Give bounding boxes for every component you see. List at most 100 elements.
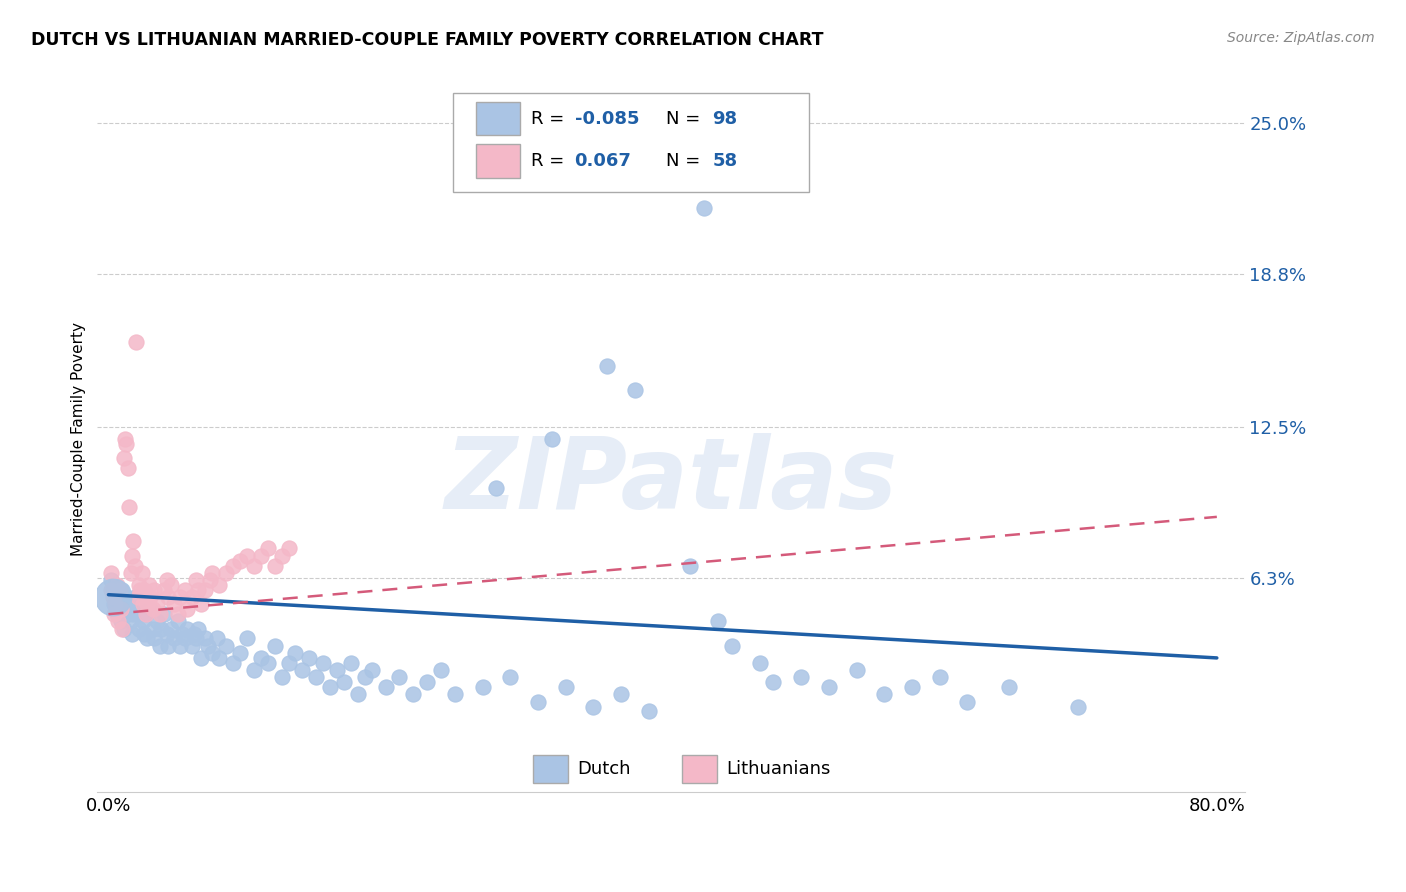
Point [134, 626, 156, 640]
Point [1067, 699, 1090, 714]
Point [166, 615, 188, 629]
Point [128, 622, 150, 636]
Point [215, 566, 238, 580]
Point [256, 541, 278, 556]
Point [110, 602, 132, 616]
Point [222, 656, 245, 670]
Point [112, 451, 135, 466]
Text: Dutch: Dutch [576, 760, 630, 778]
Point [129, 607, 152, 622]
Point [162, 632, 184, 646]
Point [176, 602, 198, 616]
Point [201, 646, 224, 660]
Point [298, 651, 321, 665]
Point [928, 670, 950, 684]
Point [190, 651, 212, 665]
Point [117, 461, 139, 475]
Point [637, 705, 659, 719]
Text: N =: N = [666, 110, 706, 128]
Point [184, 573, 207, 587]
Point [998, 680, 1021, 694]
Point [117, 607, 139, 622]
Point [156, 573, 179, 587]
Point [430, 663, 453, 677]
Point [114, 432, 136, 446]
Point [388, 670, 411, 684]
Point [135, 607, 157, 622]
Point [121, 626, 143, 640]
Point [128, 578, 150, 592]
Point [138, 578, 160, 592]
Point [183, 626, 205, 640]
Point [790, 670, 813, 684]
Point [136, 632, 159, 646]
Point [229, 646, 252, 660]
Point [250, 651, 273, 665]
Point [360, 663, 382, 677]
Point [169, 590, 191, 604]
Point [416, 675, 439, 690]
Point [124, 590, 146, 604]
Point [121, 549, 143, 563]
Point [101, 590, 124, 604]
Point [173, 632, 195, 646]
Point [143, 582, 166, 597]
Point [190, 598, 212, 612]
Text: 58: 58 [713, 152, 737, 169]
Point [112, 622, 135, 636]
Point [103, 607, 125, 622]
Point [194, 632, 217, 646]
Point [101, 590, 124, 604]
Point [229, 554, 252, 568]
Point [115, 437, 138, 451]
Point [153, 607, 176, 622]
Point [111, 622, 134, 636]
Point [205, 632, 228, 646]
Point [120, 615, 142, 629]
Point [762, 675, 785, 690]
Point [222, 558, 245, 573]
Point [198, 573, 221, 587]
Point [180, 590, 202, 604]
Point [139, 602, 162, 616]
FancyBboxPatch shape [533, 755, 568, 783]
Point [143, 632, 166, 646]
Y-axis label: Married-Couple Family Poverty: Married-Couple Family Poverty [72, 322, 86, 556]
Point [374, 680, 396, 694]
Point [149, 639, 172, 653]
Point [291, 663, 314, 677]
Point [873, 687, 896, 701]
Point [124, 558, 146, 573]
Point [173, 582, 195, 597]
Point [166, 607, 188, 622]
Point [100, 582, 122, 597]
Point [187, 622, 209, 636]
Point [215, 639, 238, 653]
Point [197, 639, 219, 653]
Point [305, 670, 328, 684]
Point [277, 656, 299, 670]
Point [122, 534, 145, 549]
Text: R =: R = [531, 152, 575, 169]
Point [208, 578, 231, 592]
Point [270, 549, 292, 563]
Point [122, 607, 145, 622]
Point [499, 670, 522, 684]
Point [100, 573, 122, 587]
Point [471, 680, 494, 694]
Point [132, 598, 155, 612]
Point [114, 602, 136, 616]
Point [956, 695, 979, 709]
Point [901, 680, 924, 694]
Point [118, 598, 141, 612]
Point [187, 582, 209, 597]
Point [554, 680, 576, 694]
Point [136, 598, 159, 612]
Point [139, 590, 162, 604]
Point [693, 201, 716, 215]
Point [135, 607, 157, 622]
Point [100, 566, 122, 580]
Point [340, 656, 363, 670]
Point [125, 602, 148, 616]
Point [156, 590, 179, 604]
